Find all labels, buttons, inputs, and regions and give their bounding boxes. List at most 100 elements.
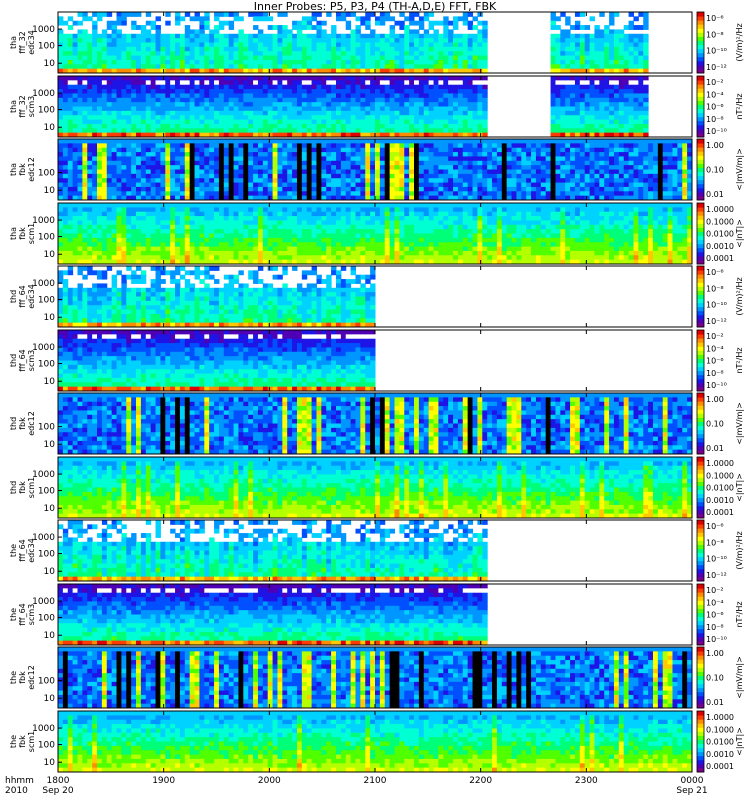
cell xyxy=(633,64,639,70)
cell xyxy=(267,115,274,121)
cell xyxy=(72,80,79,86)
cell xyxy=(214,110,220,116)
cell xyxy=(97,229,103,234)
cell xyxy=(599,80,605,86)
cell xyxy=(350,182,356,188)
cell xyxy=(570,93,576,99)
cell xyxy=(618,173,625,179)
cell xyxy=(340,55,347,61)
cell xyxy=(199,38,205,43)
cell xyxy=(370,64,376,70)
cell xyxy=(394,97,400,103)
cell xyxy=(448,59,454,65)
cell xyxy=(136,119,142,125)
cell xyxy=(565,20,571,26)
cell xyxy=(326,182,332,188)
cell xyxy=(404,191,410,197)
cell xyxy=(233,165,239,170)
cell xyxy=(604,152,610,157)
cell xyxy=(379,84,386,90)
cell xyxy=(594,46,600,52)
cell xyxy=(267,89,274,94)
cell xyxy=(428,20,435,26)
cell xyxy=(179,106,186,112)
cell xyxy=(67,84,74,90)
cell xyxy=(511,147,517,153)
cell xyxy=(399,38,405,43)
cell xyxy=(535,156,542,162)
cell xyxy=(340,143,347,149)
cell xyxy=(399,119,405,125)
cell xyxy=(199,97,205,103)
cell xyxy=(496,191,503,197)
colorbar-label: nT²/Hz xyxy=(735,93,744,119)
cell xyxy=(62,33,69,39)
cell xyxy=(58,182,64,188)
cell xyxy=(160,169,166,175)
cell xyxy=(448,76,454,81)
cell xyxy=(145,33,152,39)
cell xyxy=(409,169,415,175)
cell xyxy=(428,186,435,192)
cell xyxy=(58,20,64,26)
cell xyxy=(199,89,205,94)
cell xyxy=(594,152,600,157)
cell xyxy=(296,93,303,99)
cell xyxy=(77,20,83,26)
cell xyxy=(257,68,264,74)
cell xyxy=(282,64,288,70)
cell xyxy=(633,165,639,170)
cell xyxy=(428,64,435,70)
cell xyxy=(550,64,556,70)
cell xyxy=(604,143,610,149)
cell xyxy=(501,143,508,149)
cell xyxy=(140,33,147,39)
cell xyxy=(628,20,634,26)
cell xyxy=(389,191,396,197)
colorbar-swatch xyxy=(697,40,704,46)
cell xyxy=(501,186,508,192)
cell xyxy=(145,191,152,197)
cell xyxy=(175,165,181,170)
cell xyxy=(457,76,464,81)
colorbar-swatch xyxy=(697,24,704,29)
cell xyxy=(584,84,591,90)
cell xyxy=(365,89,371,94)
cell xyxy=(262,191,269,197)
colorbar-tick-label: 10⁻⁶ xyxy=(706,103,724,112)
cell xyxy=(360,97,366,103)
cell xyxy=(443,42,449,48)
cell xyxy=(140,237,147,243)
cell xyxy=(77,51,83,57)
cell xyxy=(131,250,137,256)
cell xyxy=(223,165,230,170)
cell xyxy=(311,42,317,48)
cell xyxy=(292,195,298,201)
cell xyxy=(296,76,303,81)
cell xyxy=(77,178,83,184)
cell xyxy=(145,147,152,153)
cell xyxy=(97,191,103,197)
cell xyxy=(223,80,230,86)
cell xyxy=(223,195,230,201)
cell xyxy=(223,119,230,125)
cell xyxy=(414,156,420,162)
cell xyxy=(643,51,649,57)
cell xyxy=(253,139,259,144)
cell xyxy=(77,115,83,121)
cell xyxy=(555,119,561,125)
cell xyxy=(67,55,74,61)
cell xyxy=(355,64,361,70)
cell xyxy=(257,110,264,116)
cell xyxy=(418,55,425,61)
cell xyxy=(126,33,132,39)
cell xyxy=(238,147,244,153)
cell xyxy=(92,191,98,197)
cell xyxy=(384,178,391,184)
cell xyxy=(365,33,371,39)
cell xyxy=(389,80,396,86)
cell xyxy=(121,186,127,192)
cell xyxy=(355,123,361,129)
cell xyxy=(482,80,488,86)
cell xyxy=(394,76,400,81)
